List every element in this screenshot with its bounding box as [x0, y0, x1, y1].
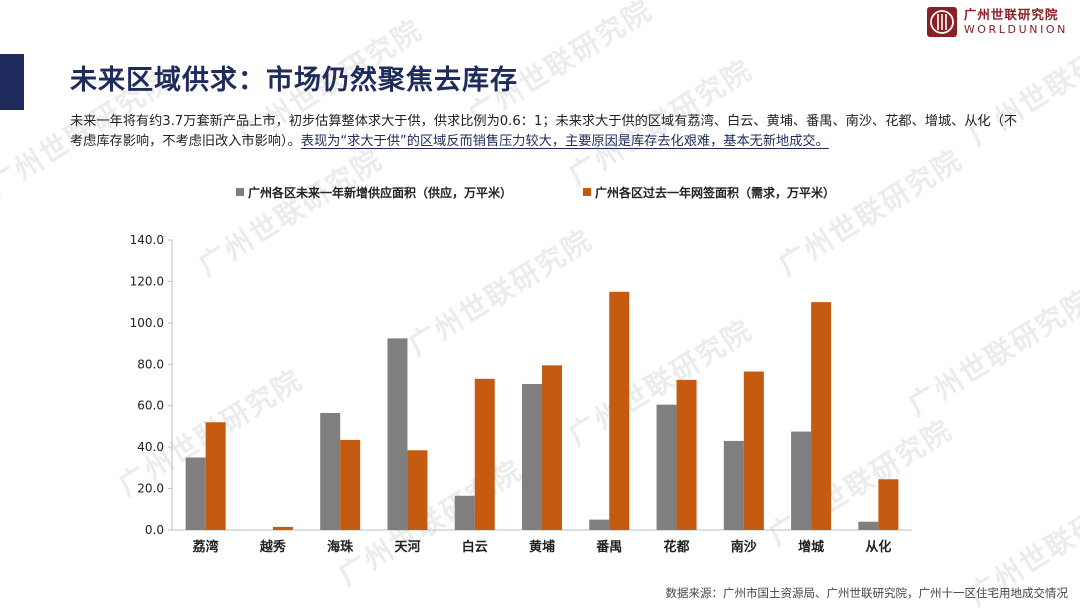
- supply-bar: [454, 495, 475, 530]
- demand-bar: [676, 379, 697, 530]
- brand-logo: 广州世联研究院 WORLDUNION: [926, 4, 1068, 40]
- x-category-label: 越秀: [259, 539, 287, 555]
- title-accent-bar: [0, 54, 24, 110]
- x-category-label: 番禺: [595, 539, 622, 555]
- legend-swatch: [583, 188, 591, 196]
- page-title: 未来区域供求：市场仍然聚焦去库存: [70, 65, 518, 96]
- x-category-label: 海珠: [327, 539, 354, 555]
- legend-label: 广州各区未来一年新增供应面积（供应，万平米）: [248, 185, 512, 200]
- supply-bar: [723, 440, 744, 530]
- supply-bar: [656, 404, 677, 530]
- logo-cn-text: 广州世联研究院: [963, 6, 1059, 22]
- description-highlight: 表现为“求大于供”的区域反而销售压力较大，主要原因是库存去化艰难，基本无新地成交…: [300, 134, 829, 149]
- supply-bar: [320, 412, 341, 530]
- demand-bar: [542, 365, 562, 530]
- y-tick-label: 0.0: [145, 523, 164, 537]
- demand-bar: [878, 479, 899, 530]
- source-note: 数据来源：广州市国土资源局、广州世联研究院，广州十一区住宅用地成交情况: [665, 586, 1069, 600]
- supply-bar: [387, 338, 408, 530]
- supply-bar: [185, 457, 206, 530]
- y-tick-label: 20.0: [137, 482, 164, 496]
- supply-bar: [858, 521, 879, 530]
- worldunion-logo-icon: [926, 7, 957, 37]
- x-category-label: 白云: [462, 539, 488, 555]
- y-tick-label: 120.0: [130, 274, 164, 288]
- demand-bar: [474, 378, 495, 530]
- x-category-label: 荔湾: [192, 539, 219, 555]
- description-paragraph: 未来一年将有约3.7万套新产品上市，初步估算整体求大于供，供求比例为0.6：1；…: [70, 112, 1020, 152]
- legend-swatch: [236, 188, 244, 196]
- demand-bar: [743, 371, 764, 530]
- y-tick-label: 140.0: [130, 233, 164, 247]
- x-category-label: 黄埔: [529, 539, 555, 555]
- x-category-label: 增城: [798, 539, 824, 555]
- x-category-label: 花都: [664, 539, 690, 555]
- y-tick-label: 40.0: [137, 440, 164, 454]
- supply-bar: [522, 383, 542, 530]
- x-category-label: 从化: [865, 539, 891, 555]
- supply-bar: [791, 431, 812, 530]
- y-tick-label: 80.0: [137, 357, 164, 371]
- demand-bar: [205, 422, 226, 530]
- y-tick-label: 100.0: [130, 316, 164, 330]
- y-tick-label: 60.0: [137, 399, 164, 413]
- x-category-label: 南沙: [731, 539, 757, 555]
- legend-label: 广州各区过去一年网签面积（需求，万平米）: [595, 185, 835, 200]
- x-category-label: 天河: [394, 539, 420, 555]
- demand-bar: [407, 450, 428, 530]
- demand-bar: [340, 439, 361, 530]
- demand-bar: [811, 302, 832, 530]
- logo-en-text: WORLDUNION: [963, 23, 1068, 37]
- description-text: 未来一年将有约3.7万套新产品上市，初步估算整体求大于供，供求比例为0.6：1；…: [70, 114, 1018, 149]
- demand-bar: [609, 291, 630, 530]
- logo-text: 广州世联研究院 WORLDUNION: [963, 6, 1068, 37]
- demand-bar: [272, 526, 293, 530]
- supply-bar: [589, 519, 610, 530]
